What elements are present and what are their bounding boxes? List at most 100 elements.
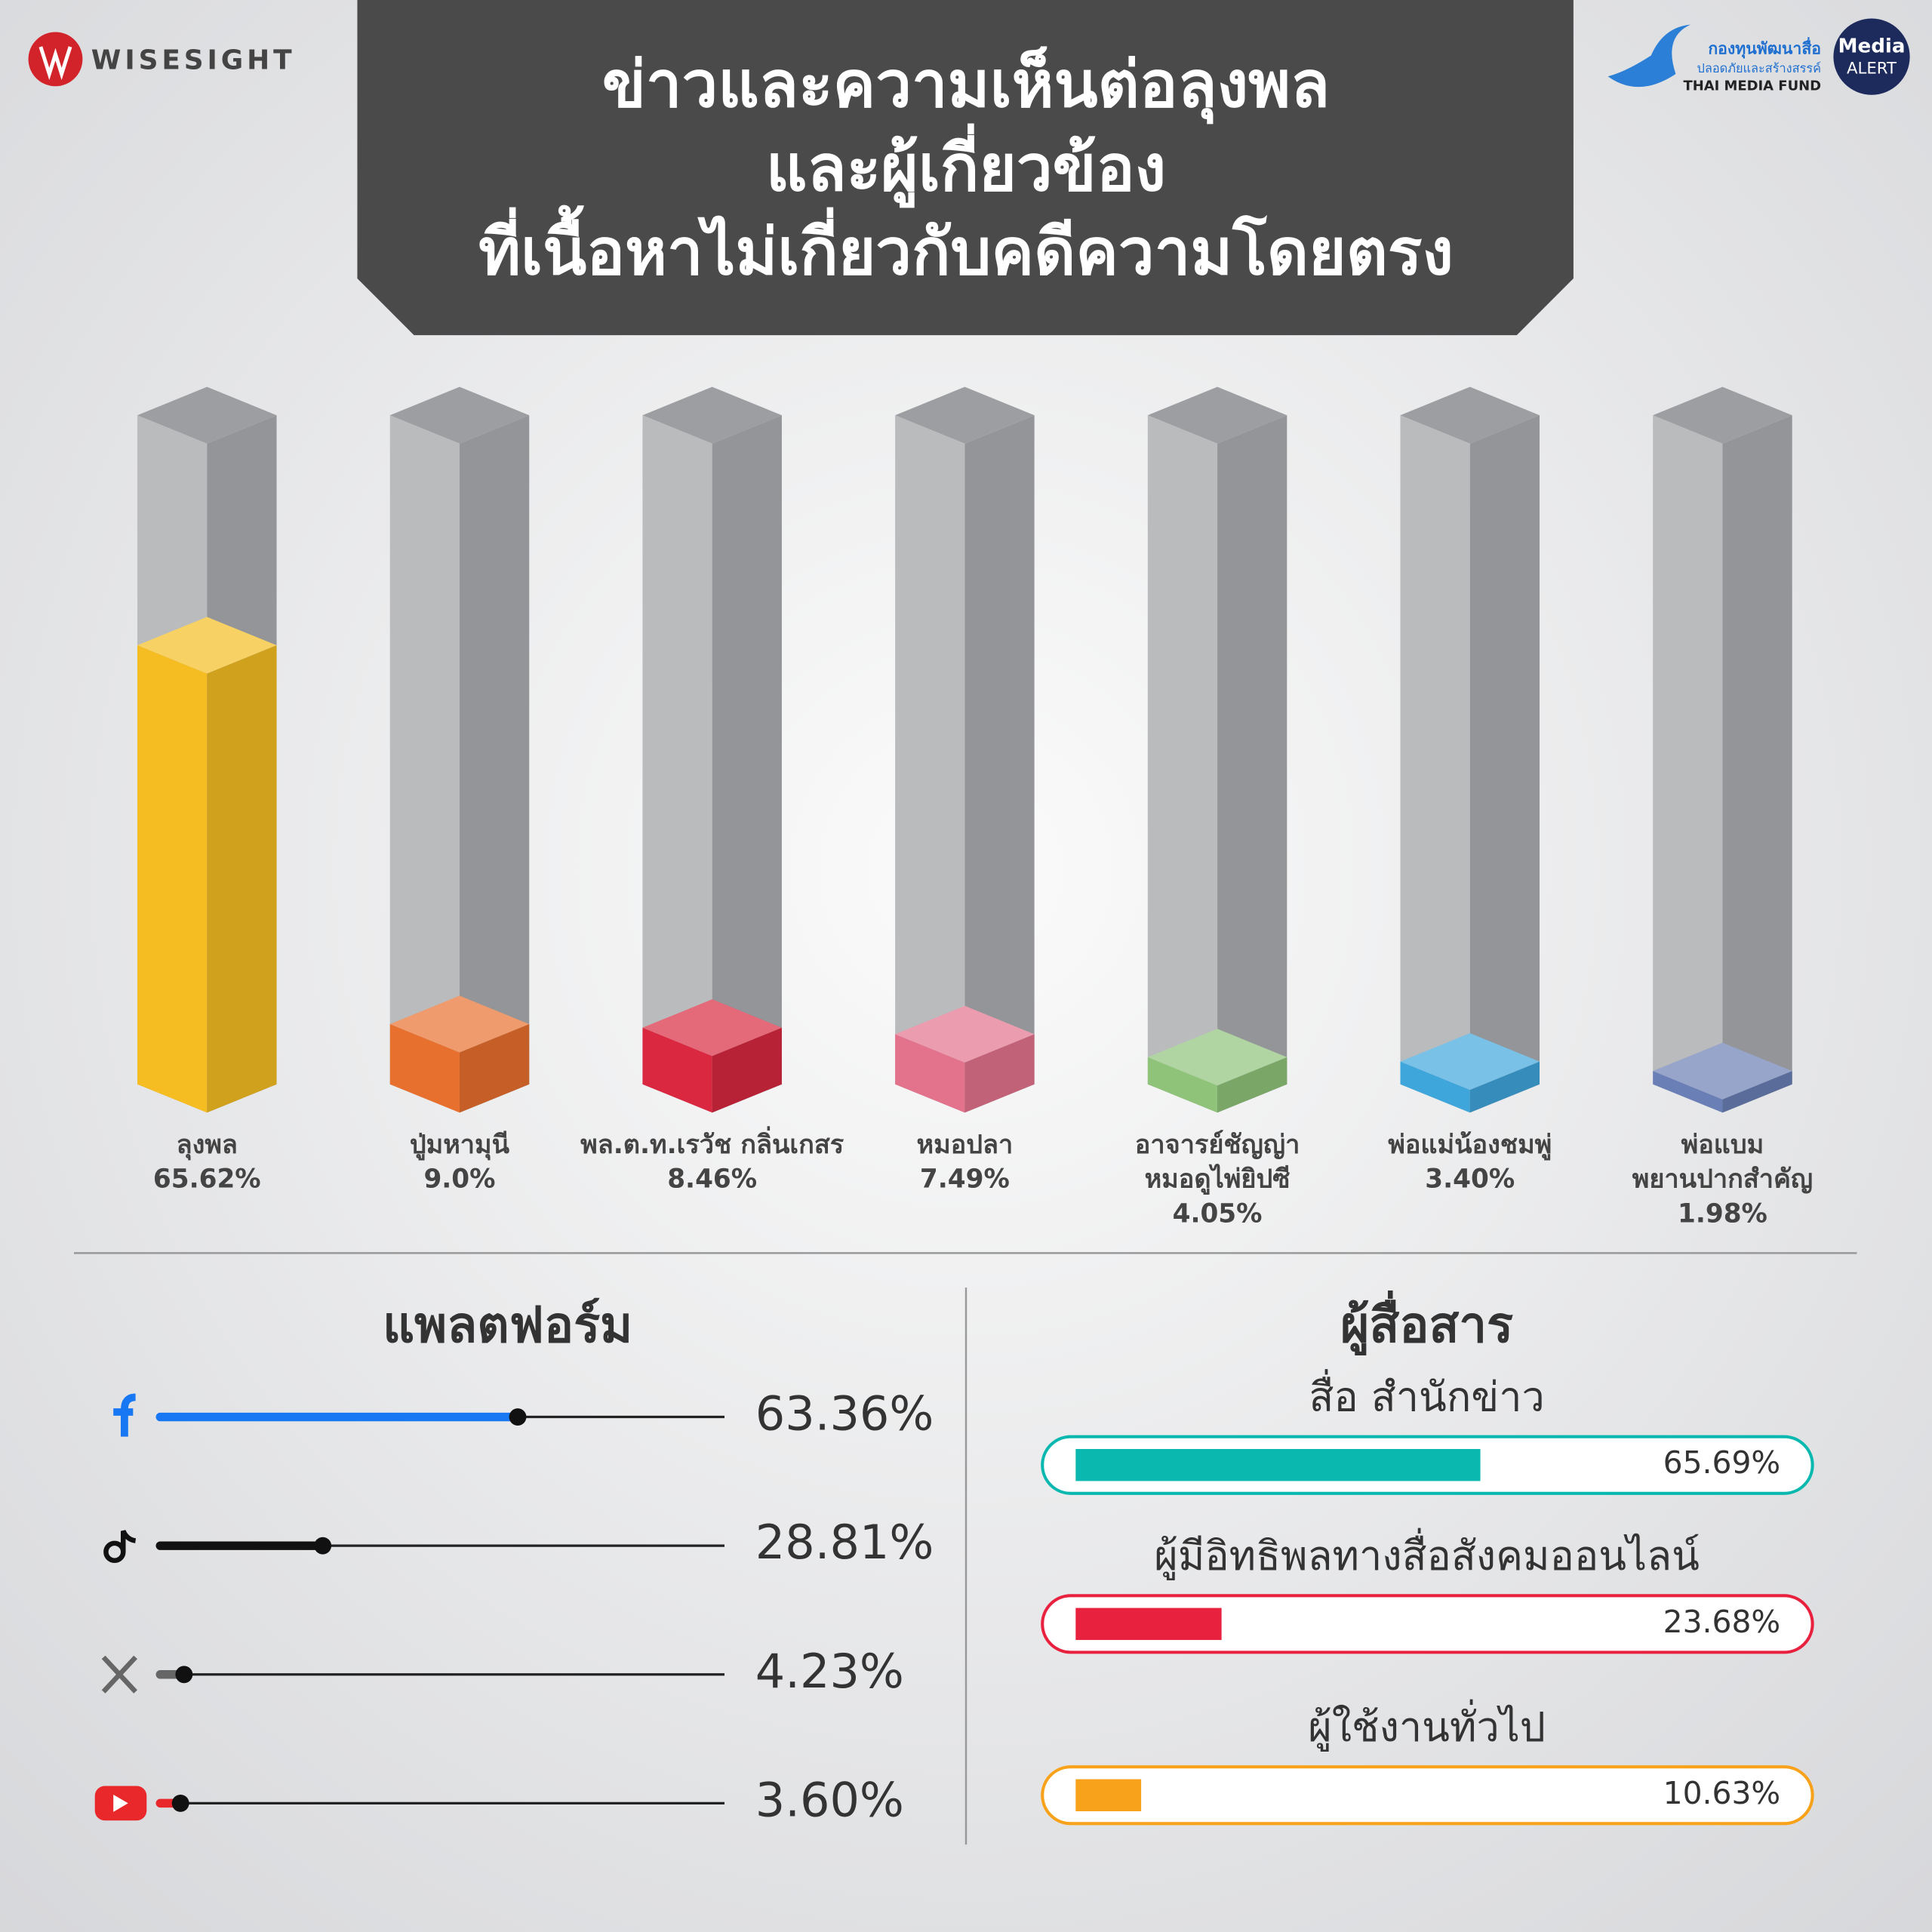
prism-right — [207, 645, 277, 1113]
prism-right — [1722, 1071, 1792, 1113]
category-label: พ่อแบม — [1681, 1130, 1764, 1160]
media-alert-icon — [1833, 18, 1910, 95]
bar — [1075, 1449, 1481, 1481]
chart-title: ที่เนื้อหาไม่เกี่ยวกับคดีความโดยตรง — [478, 205, 1454, 290]
value-label: 10.63% — [1663, 1775, 1781, 1811]
facebook-icon — [113, 1393, 136, 1437]
value-label: 23.68% — [1663, 1604, 1781, 1640]
category-label: หมอดูไพ่ยิปซี — [1145, 1164, 1291, 1195]
category-label: หมอปลา — [916, 1130, 1013, 1160]
chart-title: ข่าวและความเห็นต่อลุงพล — [602, 45, 1330, 125]
prism-right — [712, 1027, 782, 1113]
value-label: 28.81% — [755, 1515, 934, 1570]
value-label: 7.49% — [920, 1164, 1010, 1195]
prism-left — [1400, 415, 1470, 1113]
category-label: ปู่มหามุนี — [410, 1130, 510, 1161]
tiktok-icon — [121, 1530, 137, 1552]
chart-title: แพลตฟอร์ม — [383, 1297, 632, 1354]
prism-top — [1653, 386, 1792, 444]
bar — [1075, 1607, 1222, 1641]
column-track — [389, 386, 530, 1113]
media-alert-text: Media — [1838, 35, 1906, 58]
category-label: ผู้มีอิทธิพลทางสื่อสังคมออนไลน์ — [1154, 1527, 1700, 1580]
category-label: พล.ต.ท.เรวัช กลิ่นเกสร — [580, 1126, 844, 1160]
title-banner — [357, 0, 1574, 336]
category-label: พ่อแม่น้องชมพู่ — [1388, 1130, 1552, 1161]
prism-left — [1400, 1061, 1470, 1113]
wisesight-icon-mark — [38, 46, 72, 81]
prism-left — [895, 415, 965, 1113]
prism-right — [1217, 1057, 1287, 1113]
column — [642, 999, 782, 1113]
column-track — [642, 386, 782, 1113]
value-label: 4.05% — [1173, 1198, 1263, 1229]
pill — [1041, 1594, 1814, 1654]
value-label: 63.36% — [755, 1386, 934, 1441]
category-label: พยานปากสำคัญ — [1632, 1164, 1813, 1195]
slider-knob — [314, 1537, 332, 1555]
wisesight-logo: WISESIGHT — [91, 45, 296, 76]
prism-left — [1147, 1057, 1218, 1113]
pill — [1041, 1765, 1814, 1826]
prism-right — [459, 1023, 530, 1113]
value-label: 3.60% — [755, 1772, 904, 1827]
youtube-icon — [113, 1794, 128, 1812]
slider-knob — [509, 1408, 527, 1426]
prism-right — [1469, 1061, 1540, 1113]
prism-right — [712, 415, 782, 1113]
column — [1653, 1042, 1792, 1113]
x-icon — [101, 1655, 137, 1694]
fund-icon — [1607, 24, 1690, 88]
value-label: 1.98% — [1678, 1198, 1767, 1229]
prism-right — [1722, 415, 1792, 1113]
prism-right — [1217, 415, 1287, 1113]
category-label: สื่อ สำนักข่าว — [1309, 1368, 1545, 1420]
chart-title: ผู้สื่อสาร — [1340, 1290, 1513, 1356]
column — [389, 995, 530, 1113]
value-label: 65.62% — [153, 1164, 261, 1195]
slider-knob — [171, 1794, 189, 1812]
prism-right — [964, 1034, 1035, 1113]
value-label: 9.0% — [423, 1164, 495, 1195]
prism-left — [137, 645, 208, 1113]
value-label: 8.46% — [667, 1164, 757, 1195]
category-label: ลุงพล — [177, 1130, 238, 1161]
prism-top — [1400, 1033, 1540, 1091]
value-label: 65.69% — [1663, 1444, 1781, 1481]
column-track — [1653, 386, 1792, 1113]
value-label: 4.23% — [755, 1644, 904, 1699]
prism-left — [389, 415, 460, 1113]
prism-right — [1469, 415, 1540, 1113]
fund-english: THAI MEDIA FUND — [1683, 78, 1821, 94]
column — [1400, 1033, 1540, 1113]
prism-top — [137, 617, 277, 674]
slider-knob — [175, 1666, 193, 1684]
prism-left — [895, 1034, 965, 1113]
category-label: อาจารย์ชัญญ่า — [1135, 1130, 1300, 1160]
prism-right — [964, 415, 1035, 1113]
bar — [1075, 1779, 1142, 1811]
prism-left — [1653, 415, 1723, 1113]
prism-top — [137, 386, 277, 444]
value-label: 3.40% — [1425, 1164, 1515, 1195]
column-track — [895, 386, 1035, 1113]
prism-right — [459, 415, 530, 1113]
column — [137, 617, 277, 1113]
prism-top — [1653, 1042, 1792, 1100]
prism-left — [642, 415, 712, 1113]
category-label: ผู้ใช้งานทั่วไป — [1308, 1699, 1546, 1752]
prism-top — [1400, 386, 1540, 444]
column-track — [1147, 386, 1287, 1113]
fund-tagline: ปลอดภัยและสร้างสรรค์ — [1697, 61, 1821, 75]
prism-left — [642, 1027, 712, 1113]
prism-top — [642, 386, 782, 444]
chart-title: และผู้เกี่ยวข้อง — [766, 123, 1166, 208]
prism-left — [1147, 415, 1218, 1113]
media-alert-text: ALERT — [1847, 59, 1897, 78]
fund-name: กองทุนพัฒนาสื่อ — [1708, 36, 1821, 59]
prism-top — [642, 999, 782, 1057]
prism-left — [1653, 1071, 1723, 1113]
prism-left — [389, 1023, 460, 1113]
